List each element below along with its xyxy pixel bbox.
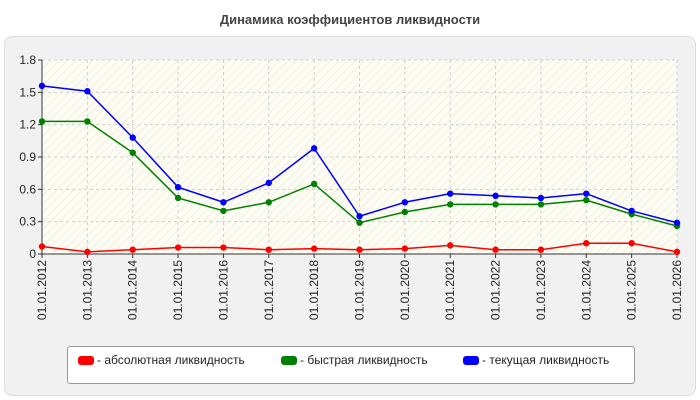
- x-tick-label: 01.01.2024: [579, 260, 593, 320]
- data-point: [220, 199, 227, 206]
- data-point: [310, 245, 318, 252]
- data-point: [537, 201, 545, 208]
- x-tick-label: 01.01.2019: [353, 260, 367, 320]
- data-point: [265, 246, 272, 253]
- data-point: [583, 190, 590, 197]
- data-point: [356, 246, 363, 253]
- y-tick-label: 0.6: [19, 182, 36, 196]
- data-point: [310, 145, 318, 152]
- data-point: [401, 208, 409, 216]
- data-point: [38, 243, 46, 250]
- y-tick-label: 0.9: [19, 150, 36, 164]
- legend-item-quick: - быстрая ликвидность: [281, 353, 428, 367]
- data-point: [673, 248, 681, 256]
- data-point: [129, 246, 136, 253]
- data-point: [583, 240, 590, 247]
- x-tick-label: 01.01.2013: [80, 260, 94, 320]
- y-tick-label: 1.2: [19, 118, 36, 132]
- x-tick-label: 01.01.2022: [489, 260, 503, 320]
- y-tick-label: 0: [29, 247, 36, 261]
- data-point: [492, 246, 499, 253]
- data-point: [129, 134, 136, 141]
- legend-label-absolute: - абсолютная ликвидность: [97, 353, 245, 367]
- legend-swatch-current: [463, 356, 479, 366]
- data-point: [492, 192, 499, 199]
- data-point: [356, 213, 363, 220]
- data-point: [537, 246, 545, 253]
- data-point: [401, 199, 409, 206]
- legend-label-current: - текущая ликвидность: [482, 353, 610, 367]
- data-point: [356, 219, 363, 226]
- legend-swatch-absolute: [78, 356, 94, 366]
- x-tick-label: 01.01.2016: [216, 260, 230, 320]
- data-point: [220, 207, 227, 215]
- legend-item-absolute: - абсолютная ликвидность: [78, 353, 245, 367]
- legend-item-current: - текущая ликвидность: [463, 353, 609, 367]
- x-tick-label: 01.01.2015: [171, 260, 185, 320]
- data-point: [84, 88, 91, 95]
- data-point: [492, 201, 499, 208]
- series-2: [38, 82, 681, 226]
- x-tick-label: 01.01.2017: [262, 260, 276, 320]
- data-point: [628, 207, 635, 215]
- y-tick-label: 0.3: [19, 215, 36, 229]
- legend-label-quick: - быстрая ликвидность: [300, 353, 428, 367]
- x-tick-label: 01.01.2012: [35, 260, 49, 320]
- legend-swatch-quick: [281, 356, 297, 366]
- series-0: [38, 240, 681, 256]
- data-point: [84, 248, 91, 256]
- data-point: [38, 118, 46, 125]
- data-point: [265, 179, 272, 187]
- data-point: [583, 196, 590, 204]
- x-tick-label: 01.01.2023: [534, 260, 548, 320]
- data-point: [310, 180, 318, 188]
- x-tick-label: 01.01.2014: [126, 260, 140, 320]
- x-tick-label: 01.01.2021: [443, 260, 457, 320]
- data-point: [84, 118, 91, 125]
- data-point: [174, 194, 182, 202]
- chart-legend: - абсолютная ликвидность - быстрая ликви…: [67, 346, 635, 384]
- y-tick-label: 1.5: [19, 85, 36, 99]
- x-tick-label: 01.01.2025: [625, 260, 639, 320]
- chart-title: Динамика коэффициентов ликвидности: [219, 12, 481, 27]
- data-point: [628, 240, 635, 247]
- data-point: [447, 201, 454, 208]
- data-point: [447, 242, 454, 249]
- data-point: [129, 149, 136, 156]
- data-point: [673, 219, 681, 226]
- series-1: [38, 118, 681, 230]
- x-tick-label: 01.01.2018: [307, 260, 321, 320]
- data-point: [265, 199, 272, 206]
- data-point: [401, 245, 409, 252]
- data-point: [447, 190, 454, 197]
- data-point: [38, 82, 46, 90]
- data-point: [174, 244, 182, 251]
- data-point: [220, 244, 227, 251]
- x-tick-label: 01.01.2020: [398, 260, 412, 320]
- y-tick-label: 1.8: [19, 53, 36, 67]
- data-point: [537, 194, 545, 202]
- x-tick-label: 01.01.2026: [670, 260, 684, 320]
- data-point: [174, 183, 182, 191]
